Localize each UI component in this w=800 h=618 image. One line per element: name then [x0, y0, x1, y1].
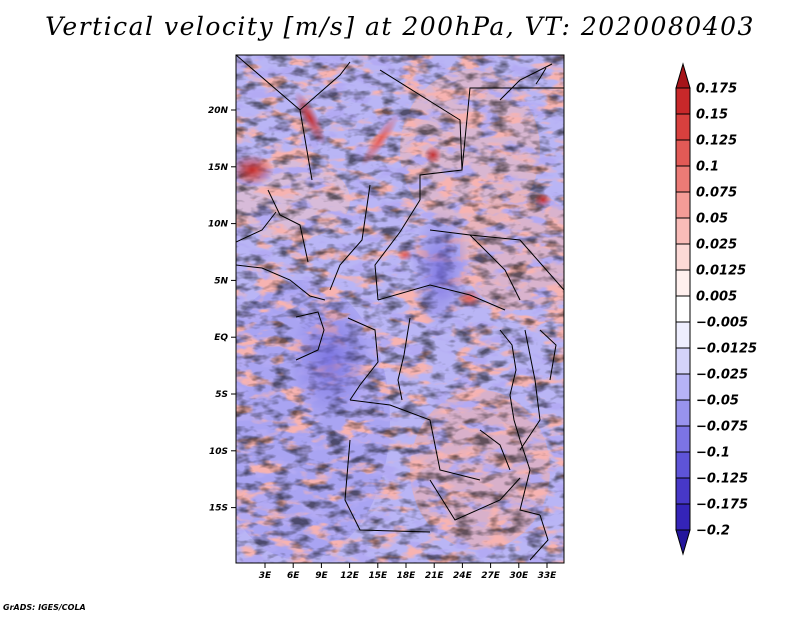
colorbar-swatch — [676, 374, 690, 400]
colorbar-swatch — [676, 426, 690, 452]
lon-tick-label: 33E — [538, 571, 558, 581]
colorbar-swatch — [676, 478, 690, 504]
colorbar: 0.175 0.15 0.125 0.1 0.075 0.05 0.025 0.0125 0.0… — [675, 62, 757, 556]
colorbar-swatch — [676, 400, 690, 426]
colorbar-swatch — [676, 244, 690, 270]
lon-tick-label: 3E — [259, 571, 272, 581]
colorbar-label: 0.1 — [696, 160, 719, 175]
latitude-axis: 20N 15N 10N 5N EQ 5S 10S 15S — [208, 106, 236, 514]
lon-tick-label: 24E — [453, 571, 473, 581]
colorbar-swatch — [676, 322, 690, 348]
colorbar-swatch — [676, 270, 690, 296]
colorbar-swatch — [676, 192, 690, 218]
colorbar-label: −0.025 — [696, 368, 748, 383]
colorbar-swatch — [676, 348, 690, 374]
lat-tick-label: 15S — [209, 504, 228, 514]
lat-tick-label: 15N — [208, 163, 229, 173]
colorbar-label: −0.005 — [696, 316, 748, 331]
colorbar-swatch — [676, 88, 690, 114]
lat-tick-label: EQ — [214, 333, 228, 343]
lon-tick-label: 12E — [340, 571, 360, 581]
colorbar-label: 0.005 — [696, 290, 737, 305]
lon-tick-label: 21E — [425, 571, 445, 581]
lat-tick-label: 20N — [208, 106, 229, 116]
colorbar-label: −0.2 — [696, 524, 730, 539]
colorbar-label: −0.075 — [696, 420, 748, 435]
chart-title: Vertical velocity [m/s] at 200hPa, VT: 2… — [45, 12, 755, 41]
lon-tick-label: 27E — [481, 571, 501, 581]
colorbar-label: −0.125 — [696, 472, 748, 487]
colorbar-label: 0.0125 — [696, 264, 746, 279]
lat-tick-label: 10N — [208, 220, 229, 230]
colorbar-swatch — [676, 218, 690, 244]
colorbar-swatch — [676, 452, 690, 478]
lon-tick-label: 30E — [509, 571, 529, 581]
colorbar-label: −0.1 — [696, 446, 730, 461]
colorbar-label: 0.025 — [696, 238, 737, 253]
colorbar-swatch — [676, 166, 690, 192]
lon-tick-label: 9E — [315, 571, 328, 581]
colorbar-swatch — [676, 114, 690, 140]
lon-tick-label: 15E — [368, 571, 388, 581]
colorbar-label: 0.175 — [696, 82, 737, 97]
lat-tick-label: 10S — [209, 447, 228, 457]
country-boundaries — [236, 55, 564, 561]
longitude-axis: 3E 6E 9E 12E 15E 18E 21E 24E 27E 30E 33E — [259, 563, 557, 581]
colorbar-swatch — [676, 296, 690, 322]
colorbar-label: −0.0125 — [696, 342, 757, 357]
colorbar-label: −0.05 — [696, 394, 739, 409]
lon-tick-label: 18E — [397, 571, 417, 581]
colorbar-label: 0.15 — [696, 108, 728, 123]
colorbar-top-arrow — [675, 62, 691, 89]
colorbar-label: 0.05 — [696, 212, 728, 227]
colorbar-label: −0.175 — [696, 498, 748, 513]
colorbar-label: 0.075 — [696, 186, 737, 201]
map-frame — [235, 54, 565, 564]
colorbar-label: 0.125 — [696, 134, 737, 149]
colorbar-bottom-arrow — [675, 529, 691, 556]
colorbar-swatch — [676, 140, 690, 166]
vertical-velocity-field — [236, 55, 564, 563]
lat-tick-label: 5S — [215, 390, 228, 400]
grads-credit: GrADS: IGES/COLA — [3, 603, 86, 612]
lat-tick-label: 5N — [214, 276, 228, 286]
colorbar-swatch — [676, 504, 690, 530]
lon-tick-label: 6E — [287, 571, 300, 581]
